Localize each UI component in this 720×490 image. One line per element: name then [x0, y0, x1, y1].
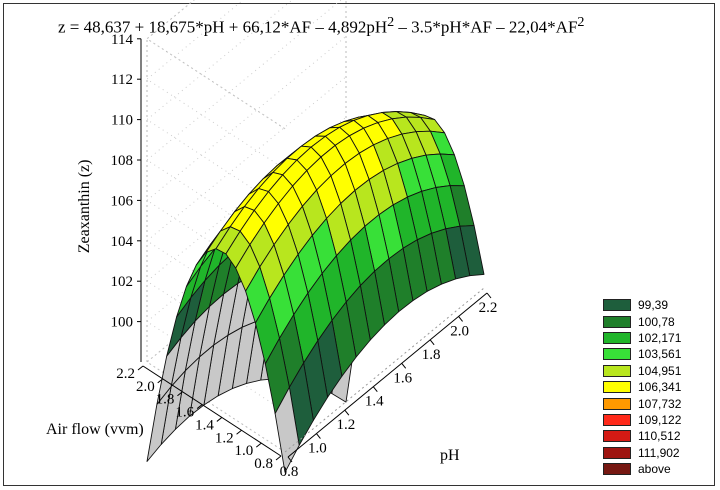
- airflow-axis-label: Air flow (vvm): [46, 421, 144, 438]
- legend-swatch: [603, 463, 631, 476]
- legend-label: 103,561: [638, 347, 682, 362]
- legend-swatch: [603, 331, 631, 344]
- surface-patch: [274, 386, 300, 473]
- z-tick-label: 110: [111, 113, 133, 129]
- legend-label: 102,171: [638, 330, 682, 345]
- z-tick-label: 102: [111, 274, 134, 290]
- ph-tick-label: 2.2: [479, 300, 498, 316]
- airflow-tick-mark: [275, 455, 282, 461]
- airflow-tick-mark: [157, 378, 164, 384]
- legend-entry: 109,122: [603, 412, 681, 428]
- legend-label: 109,122: [638, 412, 682, 427]
- legend: 99,39 100,78 102,171 103,561 104,951 106,341 1…: [603, 297, 681, 477]
- airflow-tick-label: 1.6: [175, 405, 194, 421]
- legend-swatch: [603, 430, 631, 443]
- ph-tick-mark: [372, 386, 378, 393]
- legend-entry: 104,951: [603, 363, 681, 379]
- legend-entry: 99,39: [603, 297, 681, 313]
- airflow-tick-label: 1.0: [235, 443, 254, 459]
- legend-entry: above: [603, 461, 681, 477]
- equation-superscript-2: 2: [577, 14, 585, 30]
- chart-title: z = 48,637 + 18,675*pH + 66,12*AF – 4,89…: [58, 14, 698, 38]
- box-back-edge: [146, 0, 286, 130]
- airflow-tick-mark: [177, 391, 183, 397]
- equation-superscript-1: 2: [387, 14, 395, 30]
- legend-entry: 111,902: [603, 445, 681, 461]
- ph-tick-mark: [401, 362, 407, 369]
- ph-tick-label: 2.0: [450, 323, 469, 339]
- legend-swatch: [603, 364, 631, 377]
- z-tick-label: 112: [111, 72, 133, 88]
- legend-swatch: [603, 348, 631, 361]
- airflow-axis-line: [142, 365, 282, 457]
- ph-axis-line: [287, 292, 488, 458]
- legend-entry: 110,512: [603, 428, 681, 444]
- z-tick-label: 100: [111, 315, 134, 331]
- airflow-tick-mark: [196, 404, 203, 409]
- z-tick-label: 104: [111, 234, 134, 250]
- ph-tick-mark: [458, 316, 463, 322]
- legend-label: 110,512: [638, 429, 681, 444]
- airflow-tick-label: 0.8: [254, 456, 273, 472]
- equation-middle: – 3.5*pH*AF – 22,04*AF: [394, 17, 578, 37]
- legend-entry: 103,561: [603, 346, 681, 362]
- legend-swatch: [603, 381, 631, 394]
- airflow-tick-mark: [236, 429, 242, 435]
- legend-label: above: [638, 462, 671, 477]
- legend-swatch: [603, 446, 631, 459]
- legend-swatch: [603, 315, 631, 328]
- airflow-tick-mark: [255, 442, 262, 448]
- z-tick-label: 114: [111, 32, 133, 48]
- ph-tick-mark: [287, 456, 293, 463]
- airflow-tick-label: 1.2: [215, 430, 234, 446]
- airflow-tick-label: 2.0: [136, 379, 155, 395]
- ph-axis-label: pH: [440, 447, 460, 464]
- legend-entry: 106,341: [603, 379, 681, 395]
- airflow-tick-label: 1.8: [156, 392, 175, 408]
- equation-prefix: z = 48,637 + 18,675*pH + 66,12*AF – 4,89…: [58, 17, 388, 37]
- airflow-tick-label: 2.2: [116, 366, 135, 382]
- ph-tick-mark: [316, 433, 321, 439]
- ph-tick-label: 1.2: [336, 417, 355, 433]
- ph-tick-label: 0.8: [280, 464, 299, 480]
- legend-label: 111,902: [638, 445, 680, 460]
- z-axis-label: Zeaxanthin (z): [76, 160, 93, 254]
- ph-tick-mark: [429, 339, 435, 346]
- legend-entry: 102,171: [603, 330, 681, 346]
- legend-label: 100,78: [638, 314, 675, 329]
- ph-tick-label: 1.4: [365, 394, 384, 410]
- ph-tick-label: 1.8: [422, 347, 441, 363]
- legend-label: 99,39: [638, 298, 669, 313]
- wall-gridline: [146, 0, 286, 130]
- airflow-tick-label: 1.4: [195, 417, 214, 433]
- ph-tick-label: 1.6: [393, 370, 412, 386]
- z-tick-label: 108: [111, 153, 134, 169]
- airflow-tick-mark: [137, 365, 144, 371]
- legend-label: 106,341: [638, 380, 682, 395]
- legend-entry: 100,78: [603, 313, 681, 329]
- legend-swatch: [603, 413, 631, 426]
- chart-border: [3, 3, 715, 486]
- legend-swatch: [603, 397, 631, 410]
- z-tick-label: 106: [111, 193, 134, 209]
- airflow-tick-mark: [216, 417, 223, 422]
- ph-tick-label: 1.0: [308, 441, 327, 457]
- legend-label: 104,951: [638, 363, 682, 378]
- legend-entry: 107,732: [603, 395, 681, 411]
- legend-label: 107,732: [638, 396, 682, 411]
- ph-tick-mark: [344, 409, 350, 416]
- ph-tick-mark: [486, 292, 492, 299]
- legend-swatch: [603, 299, 631, 312]
